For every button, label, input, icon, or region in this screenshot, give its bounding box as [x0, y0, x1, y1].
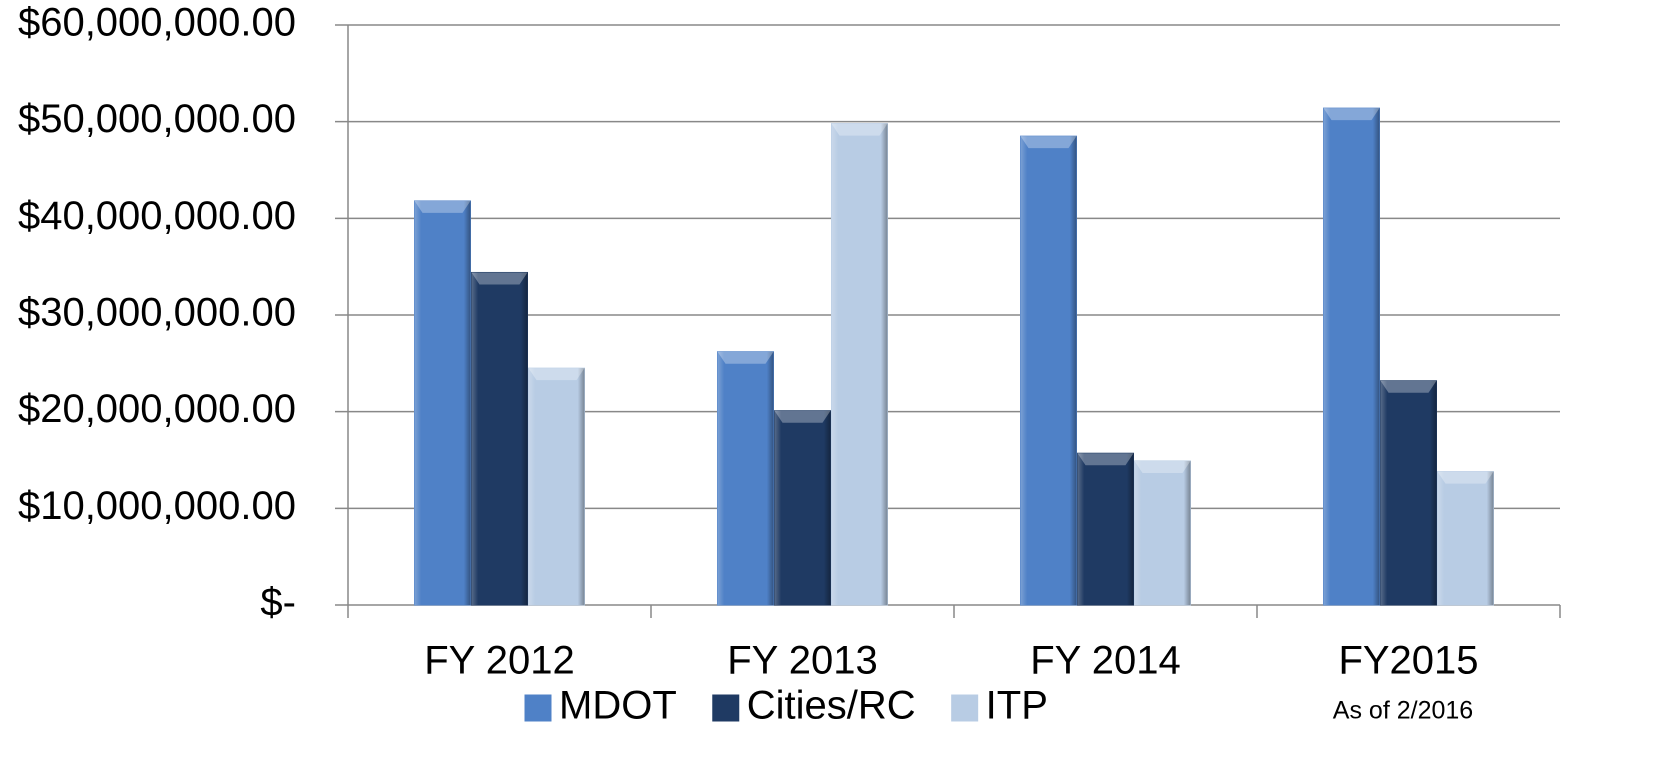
bar-cap: [1077, 453, 1134, 466]
bar-shade: [414, 200, 471, 605]
y-tick-label: $40,000,000.00: [18, 194, 296, 238]
bar-cap: [471, 272, 528, 285]
x-tick-label: FY2015: [1338, 639, 1478, 683]
y-tick-label: $50,000,000.00: [18, 97, 296, 141]
bar-cap: [528, 368, 585, 381]
y-tick-label: $30,000,000.00: [18, 291, 296, 335]
bar-cap: [1323, 108, 1380, 121]
bar-cap: [774, 410, 831, 423]
bar-cap: [414, 200, 471, 213]
bar-shade: [1323, 108, 1380, 605]
y-tick-label: $60,000,000.00: [18, 1, 296, 45]
bar-shade: [1380, 380, 1437, 605]
legend-label: MDOT: [559, 684, 677, 728]
bar-shade: [717, 351, 774, 605]
bar-shade: [1020, 136, 1077, 605]
bar-cap: [717, 351, 774, 364]
bar-cap: [1437, 471, 1494, 484]
legend-swatch: [524, 694, 552, 722]
bar-shade: [1437, 471, 1494, 605]
legend-swatch: [712, 694, 740, 722]
legend-label: ITP: [986, 684, 1048, 728]
bar-shade: [831, 123, 888, 605]
bar-shade: [774, 410, 831, 605]
bar-shade: [1077, 453, 1134, 605]
bar-cap: [1020, 136, 1077, 149]
x-tick-label: FY 2014: [1030, 639, 1181, 683]
annotation: As of 2/2016: [1333, 697, 1473, 725]
legend-label: Cities/RC: [747, 684, 916, 728]
bar-shade: [1134, 460, 1191, 605]
bar-cap: [1380, 380, 1437, 393]
y-tick-label: $20,000,000.00: [18, 387, 296, 431]
y-tick-label: $10,000,000.00: [18, 484, 296, 528]
y-tick-label: $-: [260, 581, 296, 625]
x-tick-label: FY 2013: [727, 639, 878, 683]
bar-shade: [471, 272, 528, 605]
bar-cap: [1134, 460, 1191, 473]
bar-shade: [528, 368, 585, 605]
legend-swatch: [951, 694, 979, 722]
x-tick-label: FY 2012: [424, 639, 575, 683]
bar-cap: [831, 123, 888, 136]
